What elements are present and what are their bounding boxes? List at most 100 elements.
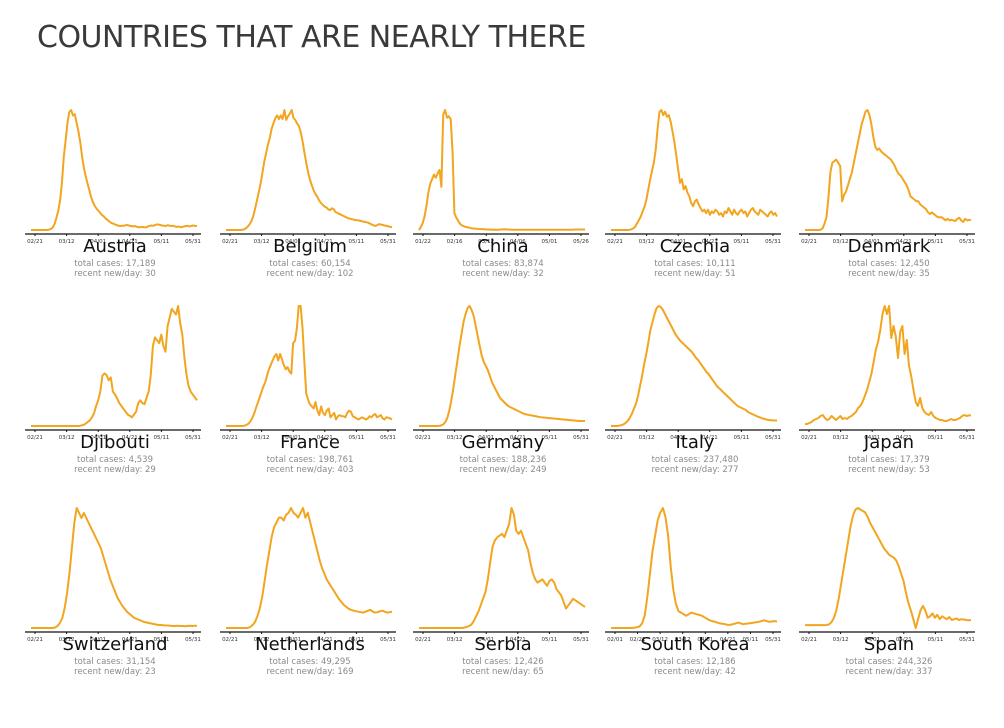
x-tick-label: 02/21: [415, 637, 431, 643]
line-chart: 02/21 03/12 04/01 04/21 05/11 05/31: [25, 305, 201, 441]
chart-spain: 02/21 03/12 04/01 04/21 05/11 05/31 Spain total…: [799, 490, 979, 690]
x-tick-label: 05/31: [185, 239, 201, 245]
line-chart: 02/21 03/12 04/01 04/21 05/11 05/31: [799, 305, 975, 441]
recent-new-per-day: recent new/day: 29: [74, 465, 156, 475]
x-tick-label: 04/01: [478, 435, 494, 441]
page-title: COUNTRIES THAT ARE NEARLY THERE: [37, 20, 586, 55]
recent-new-per-day: recent new/day: 169: [266, 667, 354, 677]
x-tick-label: 05/31: [185, 435, 201, 441]
x-tick-label: 05/31: [765, 239, 781, 245]
country-name: France: [280, 432, 340, 453]
series-line: [226, 109, 393, 231]
chart-netherlands: 02/21 03/12 04/01 04/21 05/11 05/31 Netherland…: [220, 490, 400, 690]
x-tick-label: 01/22: [415, 239, 431, 245]
total-cases: total cases: 12,426: [462, 657, 544, 667]
total-cases: total cases: 4,539: [76, 455, 153, 465]
chart-china: 01/22 02/16 03/12 04/06 05/01 05/26 China total…: [413, 92, 593, 292]
country-name: Netherlands: [255, 634, 365, 655]
total-cases: total cases: 12,186: [654, 657, 736, 667]
x-tick-label: 03/12: [833, 637, 849, 643]
total-cases: total cases: 12,450: [848, 259, 930, 269]
total-cases: total cases: 188,236: [459, 455, 547, 465]
country-name: Austria: [83, 236, 147, 257]
x-tick-label: 03/12: [639, 239, 655, 245]
chart-denmark: 02/21 03/12 04/01 04/21 05/11 05/31 Denmark tot…: [799, 92, 979, 292]
x-tick-label: 04/01: [285, 637, 301, 643]
x-tick-label: 05/31: [573, 435, 589, 441]
series-line: [31, 507, 198, 629]
country-name: Belgium: [273, 236, 347, 257]
x-tick-label: 03/12: [254, 239, 270, 245]
chart-switzerland: 02/21 03/12 04/01 04/21 05/11 05/31 Switzerlan…: [25, 490, 205, 690]
total-cases: total cases: 49,295: [269, 657, 351, 667]
x-tick-label: 04/01: [864, 239, 880, 245]
series-line: [419, 305, 585, 427]
chart-germany: 02/21 03/12 04/01 04/21 05/11 05/31 Germany tot…: [413, 288, 593, 488]
x-tick-label: 05/31: [380, 239, 396, 245]
x-tick-label: 03/12: [639, 435, 655, 441]
x-tick-label: 04/21: [896, 637, 912, 643]
x-tick-label: 05/31: [185, 637, 201, 643]
line-chart: 02/21 03/12 04/01 04/21 05/11 05/31: [220, 109, 396, 245]
series-line: [418, 109, 585, 231]
x-tick-label: 05/11: [927, 239, 943, 245]
x-tick-label: 05/31: [573, 637, 589, 643]
line-chart: 02/21 03/12 04/01 04/21 05/11 05/31: [220, 305, 396, 441]
x-tick-label: 03/12: [652, 637, 668, 643]
country-name: South Korea: [640, 634, 750, 655]
x-tick-label: 05/31: [765, 435, 781, 441]
x-tick-label: 04/21: [702, 239, 718, 245]
x-tick-label: 05/11: [541, 637, 557, 643]
x-tick-label: 05/31: [959, 239, 975, 245]
recent-new-per-day: recent new/day: 102: [266, 269, 354, 279]
x-tick-label: 05/11: [348, 239, 364, 245]
x-tick-label: 05/11: [348, 435, 364, 441]
x-tick-label: 02/21: [222, 239, 238, 245]
x-tick-label: 04/01: [478, 637, 494, 643]
total-cases: total cases: 17,379: [848, 455, 930, 465]
country-name: China: [477, 236, 529, 257]
x-tick-label: 03/12: [254, 637, 270, 643]
line-chart: 02/21 03/12 04/01 04/21 05/11 05/31: [413, 305, 589, 441]
x-tick-label: 05/11: [733, 435, 749, 441]
series-line: [226, 305, 393, 427]
x-tick-label: 04/21: [510, 435, 526, 441]
series-line: [805, 507, 972, 629]
total-cases: total cases: 17,189: [74, 259, 156, 269]
recent-new-per-day: recent new/day: 53: [848, 465, 930, 475]
series-line: [805, 109, 972, 231]
recent-new-per-day: recent new/day: 337: [845, 667, 933, 677]
x-tick-label: 04/01: [697, 637, 713, 643]
series-line: [805, 305, 971, 425]
country-name: Germany: [461, 432, 545, 453]
x-tick-label: 04/21: [122, 435, 138, 441]
recent-new-per-day: recent new/day: 51: [654, 269, 736, 279]
line-chart: 02/21 03/12 04/01 04/21 05/11 05/31: [25, 109, 201, 245]
x-tick-label: 04/21: [896, 239, 912, 245]
total-cases: total cases: 83,874: [462, 259, 544, 269]
line-chart: 02/21 03/12 04/01 04/21 05/11 05/31: [220, 507, 396, 643]
x-tick-label: 04/01: [285, 239, 301, 245]
x-tick-label: 02/21: [801, 637, 817, 643]
x-tick-label: 03/12: [833, 435, 849, 441]
line-chart: 02/21 03/12 04/01 04/21 05/11 05/31: [605, 305, 781, 441]
x-tick-label: 04/21: [317, 637, 333, 643]
x-tick-label: 04/01: [90, 435, 106, 441]
x-tick-label: 04/01: [864, 637, 880, 643]
chart-japan: 02/21 03/12 04/01 04/21 05/11 05/31 Japan total…: [799, 288, 979, 488]
x-tick-label: 04/01: [670, 435, 686, 441]
x-tick-label: 02/21: [222, 435, 238, 441]
x-tick-label: 04/01: [864, 435, 880, 441]
total-cases: total cases: 237,480: [651, 455, 739, 465]
line-chart: 02/21 03/12 04/01 04/21 05/11 05/31: [25, 507, 201, 643]
x-tick-label: 05/11: [153, 637, 169, 643]
series-line: [611, 305, 777, 427]
x-tick-label: 04/21: [702, 435, 718, 441]
recent-new-per-day: recent new/day: 32: [462, 269, 544, 279]
recent-new-per-day: recent new/day: 403: [266, 465, 354, 475]
x-tick-label: 05/11: [927, 637, 943, 643]
x-tick-label: 02/21: [630, 637, 646, 643]
country-name: Czechia: [659, 236, 731, 257]
x-tick-label: 04/06: [510, 239, 526, 245]
recent-new-per-day: recent new/day: 42: [654, 667, 736, 677]
